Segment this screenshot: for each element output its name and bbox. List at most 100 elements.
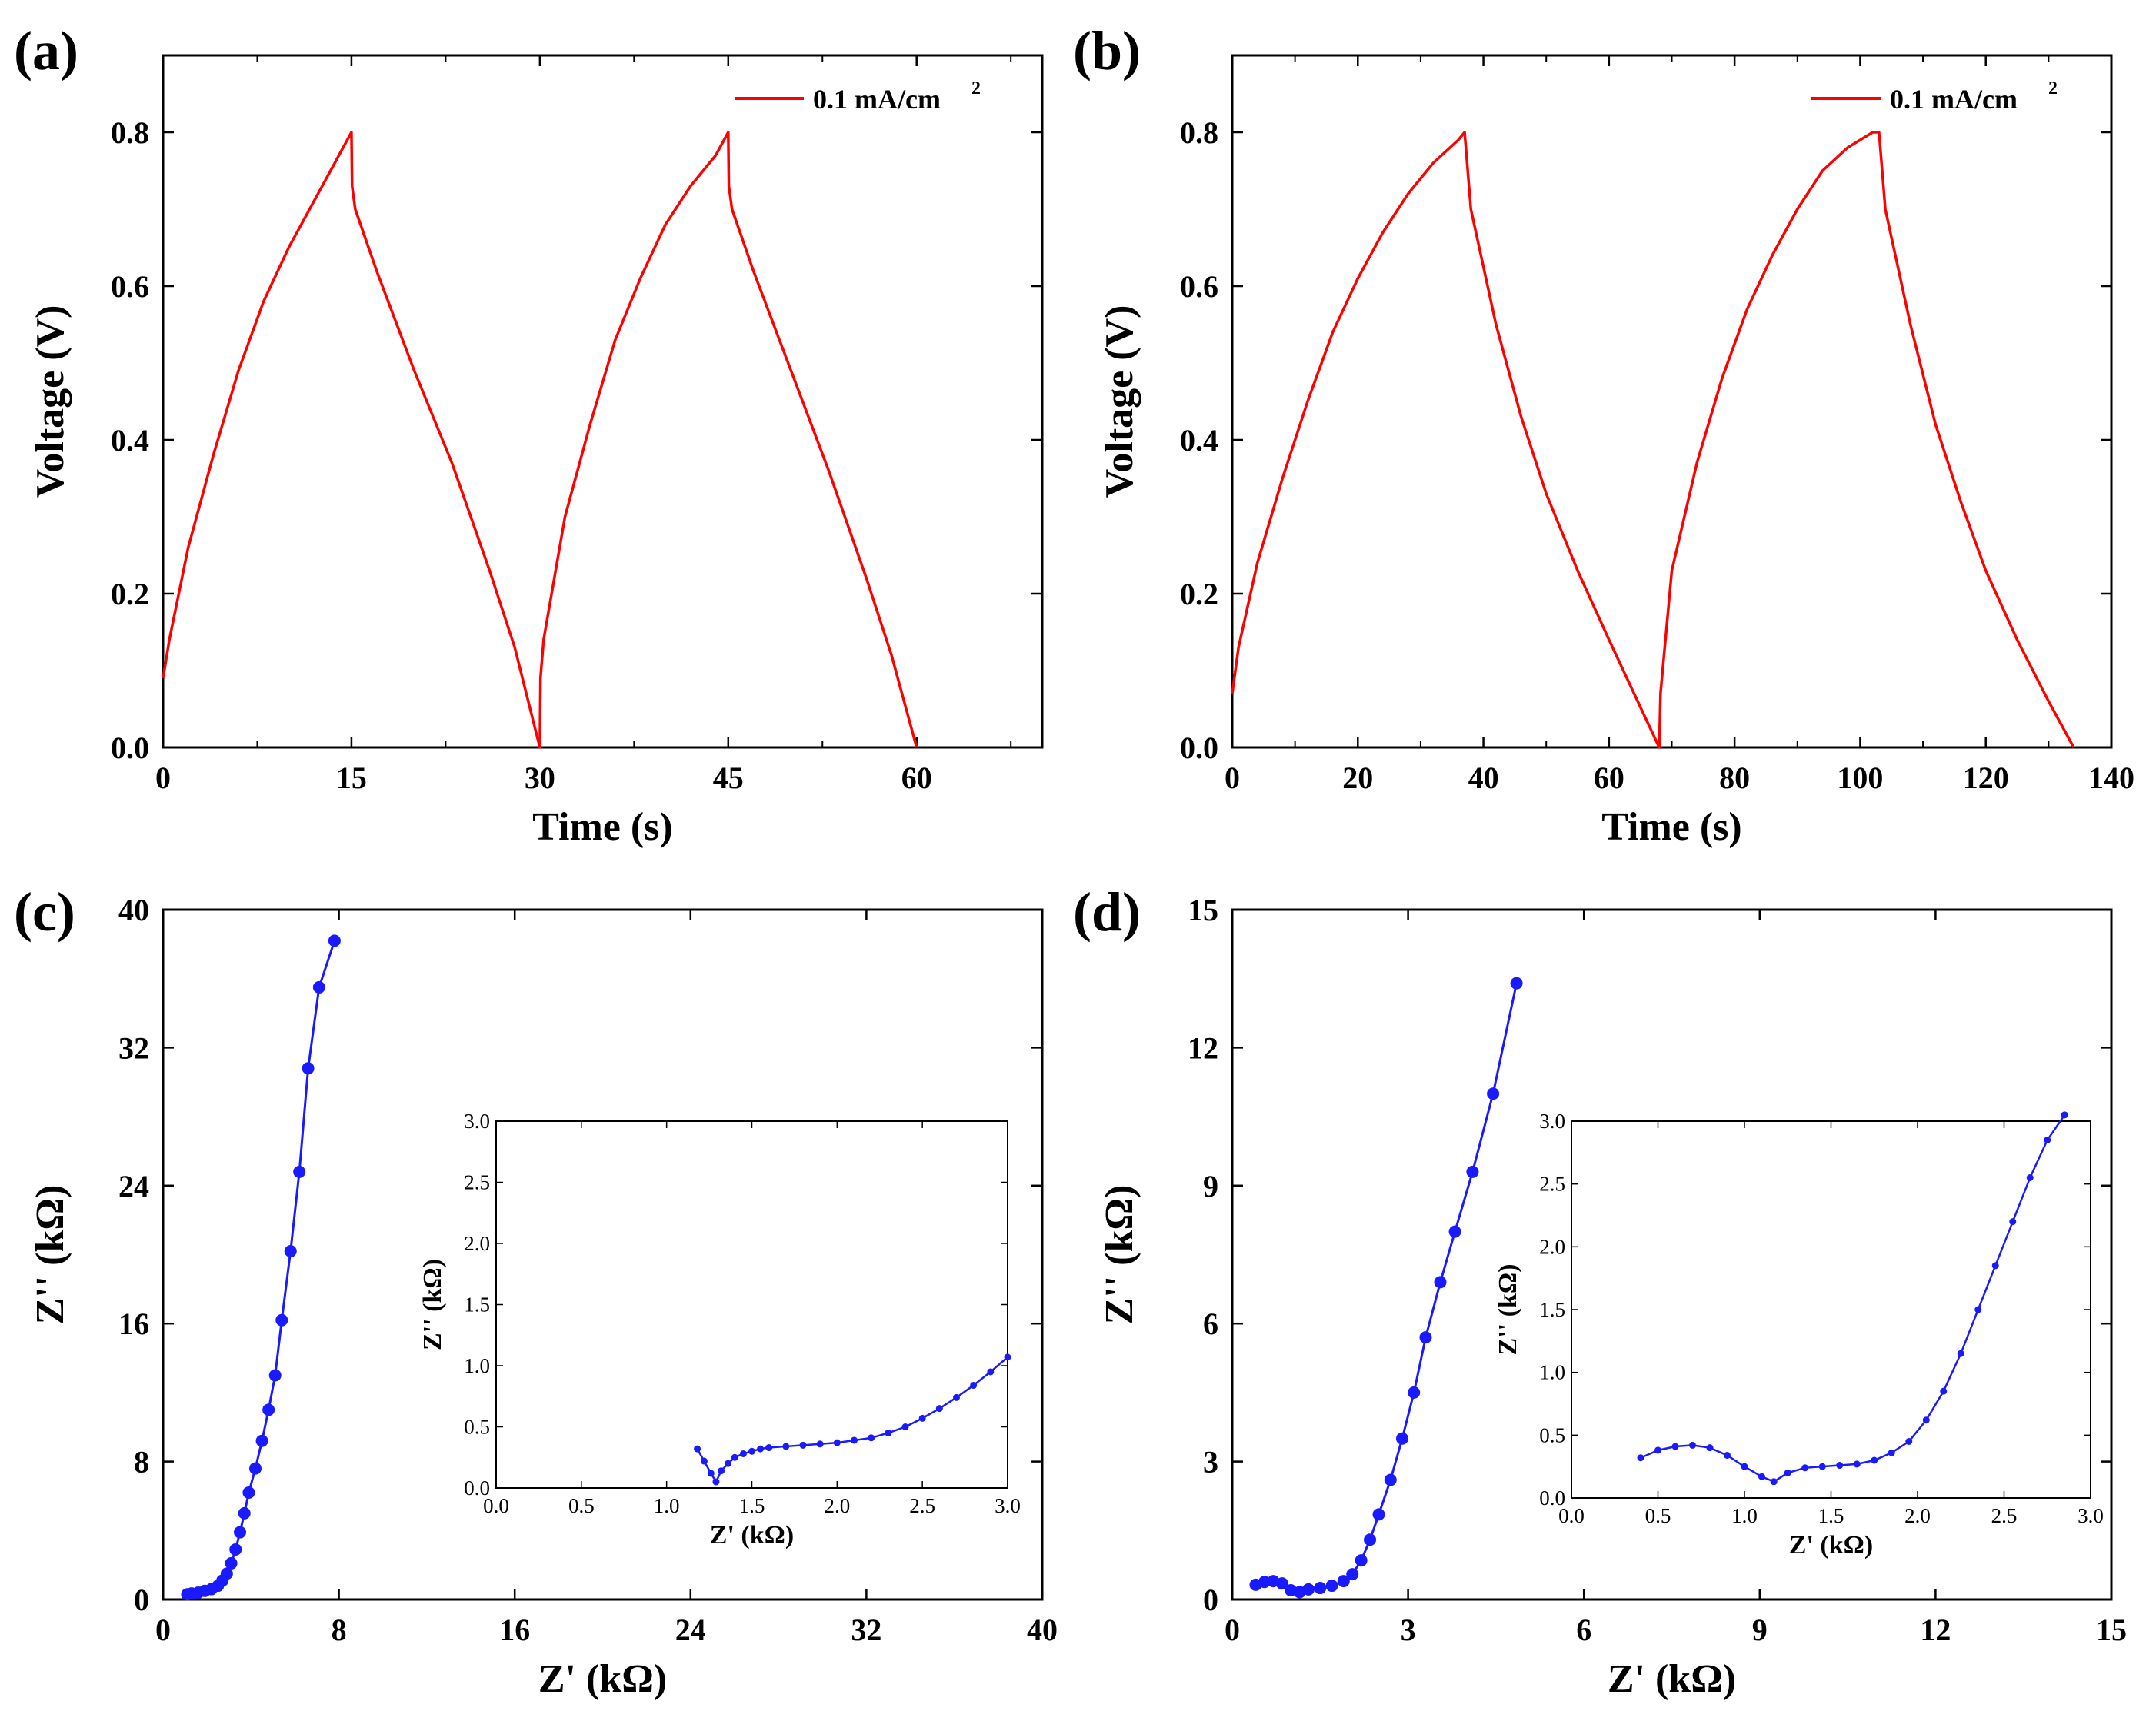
data-point <box>255 1434 268 1447</box>
inset-y-tick-label: 0.0 <box>1539 1486 1565 1510</box>
data-point <box>302 1062 315 1075</box>
chart-panel-b: (b) 0 20 40 60 80 100 120 140 0.0 0.2 0.4 0.6 0.8 Time… <box>1073 20 2134 849</box>
y-tick-label: 0.0 <box>111 731 149 765</box>
inset-data-point <box>1758 1473 1765 1480</box>
inset-data-point <box>868 1434 875 1442</box>
data-point <box>1337 1575 1350 1588</box>
data-point <box>1302 1583 1315 1596</box>
y-tick-label: 9 <box>1203 1169 1218 1203</box>
y-tick-label: 0.8 <box>111 115 149 150</box>
x-tick-label: 9 <box>1752 1613 1768 1647</box>
inset-x-tick-label: 1.5 <box>1818 1504 1844 1527</box>
x-tick-label: 8 <box>332 1613 347 1647</box>
data-point <box>234 1526 247 1539</box>
data-point <box>1395 1432 1408 1445</box>
inset-x-tick-label: 0.5 <box>1645 1504 1671 1527</box>
inset-x-axis-title: Z' (kΩ) <box>710 1521 794 1550</box>
x-tick-label: 45 <box>713 761 744 795</box>
legend-label: 0.1 mA/cm <box>813 84 941 115</box>
inset-data-point <box>935 1405 943 1413</box>
data-point <box>1384 1473 1397 1486</box>
inset-data-point <box>2061 1111 2068 1119</box>
inset-y-tick-label: 1.0 <box>1539 1361 1565 1384</box>
series-line <box>162 131 918 749</box>
data-point <box>293 1165 306 1178</box>
inset-y-tick-label: 1.5 <box>464 1293 490 1317</box>
inset-x-tick-label: 2.0 <box>824 1494 850 1517</box>
inset-x-tick-label: 0.0 <box>1558 1504 1585 1527</box>
inset-y-tick-label: 0.5 <box>464 1416 490 1439</box>
y-axis-title: Z'' (kΩ) <box>1098 1185 1141 1325</box>
x-tick-label: 3 <box>1401 1613 1416 1647</box>
inset-data-point <box>1004 1353 1011 1361</box>
panel-label: (b) <box>1073 20 1141 82</box>
y-tick-label: 6 <box>1203 1307 1218 1341</box>
y-axis-title: Z'' (kΩ) <box>28 1185 72 1325</box>
x-axis-title: Time (s) <box>1601 805 1741 849</box>
x-tick-label: 100 <box>1837 761 1883 795</box>
inset-y-axis-title: Z'' (kΩ) <box>1494 1264 1522 1356</box>
data-point <box>229 1543 242 1556</box>
y-tick-label: 0 <box>134 1583 149 1617</box>
inset-data-point <box>718 1467 725 1475</box>
inset-data-point <box>739 1450 747 1457</box>
data-point <box>1408 1386 1421 1399</box>
data-point <box>1314 1582 1327 1595</box>
inset-data-point <box>799 1441 807 1449</box>
inset-y-tick-label: 3.0 <box>464 1110 490 1133</box>
inset-data-point <box>712 1478 720 1486</box>
y-tick-label: 0.2 <box>111 577 149 611</box>
inset-data-point <box>1888 1449 1895 1456</box>
x-tick-label: 0 <box>1225 761 1240 795</box>
x-tick-label: 6 <box>1576 1613 1591 1647</box>
inset-data-point <box>1671 1443 1679 1450</box>
data-point <box>249 1462 262 1475</box>
data-point <box>1275 1577 1288 1590</box>
x-tick-label: 0 <box>1225 1613 1240 1647</box>
inset-data-point <box>1991 1262 1999 1270</box>
inset-data-point <box>782 1443 790 1450</box>
inset-x-tick-label: 1.0 <box>1731 1504 1758 1527</box>
data-point <box>268 1369 282 1382</box>
inset-data-point <box>1637 1454 1644 1462</box>
inset-y-tick-label: 0.0 <box>464 1476 490 1500</box>
inset-data-point <box>707 1470 715 1477</box>
x-tick-label: 15 <box>2096 1613 2127 1647</box>
y-tick-label: 16 <box>118 1307 149 1341</box>
y-tick-label: 3 <box>1203 1445 1218 1480</box>
inset-data-point <box>1818 1463 1826 1470</box>
y-tick-label: 15 <box>1188 893 1218 927</box>
y-tick-label: 0.4 <box>1180 423 1218 458</box>
inset-data-point <box>1974 1306 1982 1313</box>
data-point <box>225 1556 238 1570</box>
inset-data-point <box>731 1453 738 1461</box>
plot-frame <box>162 908 1044 1601</box>
y-tick-label: 0.8 <box>1180 115 1218 150</box>
inset-y-tick-label: 2.0 <box>464 1232 490 1255</box>
data-point <box>262 1403 275 1416</box>
inset-data-point <box>1741 1463 1748 1470</box>
inset-x-tick-label: 1.5 <box>739 1494 765 1517</box>
x-tick-label: 0 <box>155 761 171 795</box>
inset-data-point <box>724 1460 731 1467</box>
inset-data-point <box>901 1423 909 1430</box>
chart-panel-a: (a) 0 15 30 45 60 0.0 0.2 0.4 0.6 0.8 Time (s) Volta… <box>14 20 1044 849</box>
inset-data-point <box>2026 1174 2034 1181</box>
x-tick-label: 60 <box>901 761 932 795</box>
inset-x-tick-label: 2.0 <box>1904 1504 1931 1527</box>
y-tick-label: 0.2 <box>1180 577 1218 611</box>
plot-frame <box>162 54 1044 749</box>
data-point <box>1434 1276 1447 1289</box>
x-axis-title: Time (s) <box>532 805 672 849</box>
data-point <box>1466 1165 1479 1178</box>
data-point <box>1346 1568 1359 1581</box>
inset-data-point <box>885 1429 892 1436</box>
inset-x-tick-label: 2.5 <box>1991 1504 2018 1527</box>
inset-data-point <box>970 1381 978 1389</box>
inset-data-point <box>694 1445 701 1453</box>
inset-background <box>496 1121 1008 1488</box>
panel-label: (d) <box>1073 881 1141 943</box>
data-point <box>1419 1331 1432 1344</box>
